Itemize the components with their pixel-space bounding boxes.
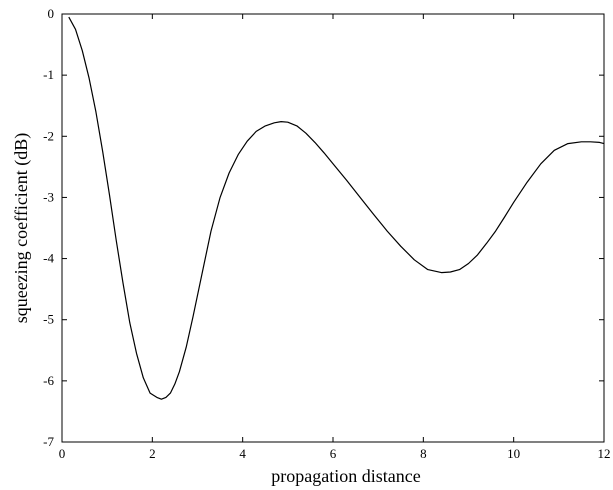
x-tick-label: 12 [598,446,611,461]
x-tick-label: 0 [59,446,66,461]
x-tick-label: 8 [420,446,427,461]
x-tick-label: 2 [149,446,156,461]
series-group [68,16,605,400]
y-tick-label: -2 [43,128,54,143]
y-tick-label: -6 [43,373,54,388]
series-line [68,16,605,400]
x-tick-label: 6 [330,446,337,461]
y-tick-label: -5 [43,312,54,327]
x-tick-label: 4 [239,446,246,461]
y-tick-label: -3 [43,189,54,204]
y-tick-label: -1 [43,67,54,82]
x-tick-label: 10 [507,446,520,461]
x-axis-title: propagation distance [271,466,420,486]
x-axis-ticks: 0 2 4 6 8 10 12 [59,14,611,461]
y-tick-label: 0 [48,6,55,21]
y-axis-ticks: 0 -1 -2 -3 -4 -5 -6 -7 [43,6,604,449]
y-axis-title: squeezing coefficient (dB) [11,133,32,324]
y-tick-label: -7 [43,434,54,449]
y-tick-label: -4 [43,251,54,266]
